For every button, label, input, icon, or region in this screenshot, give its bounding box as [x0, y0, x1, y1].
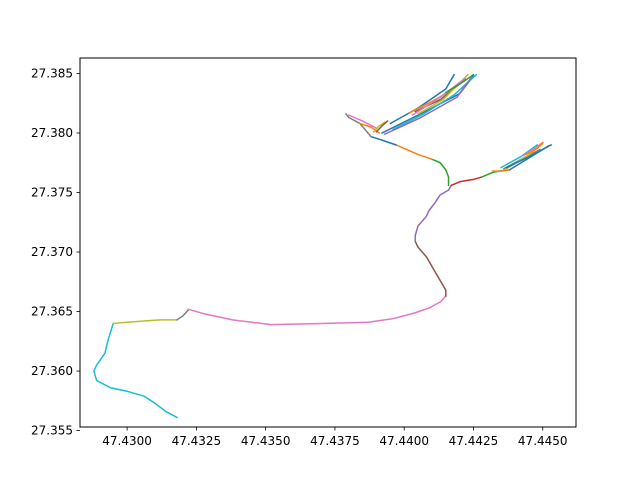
series-layer — [93, 73, 553, 419]
y-tick-label-5: 27.375 — [31, 186, 73, 200]
series-line-2 — [112, 319, 178, 325]
series-line-17 — [389, 73, 456, 125]
series-line-31 — [525, 141, 544, 156]
y-tick-label-2: 27.360 — [31, 364, 73, 378]
series-line-26 — [492, 169, 511, 172]
y-tick-label-4: 27.370 — [31, 245, 73, 259]
series-line-14 — [372, 121, 386, 133]
plot-frame — [79, 57, 577, 428]
x-tick-label-7: 47.4450 — [518, 434, 568, 448]
y-tick-label-6: 27.380 — [31, 126, 73, 140]
series-line-11 — [344, 112, 373, 138]
series-line-8 — [430, 158, 450, 187]
series-line-4 — [187, 295, 447, 326]
plot-area — [80, 58, 576, 427]
series-line-12 — [347, 114, 378, 130]
series-line-23 — [411, 77, 467, 117]
y-axis: 27.355 27.360 27.365 27.370 27.375 27.380 27.3… — [31, 66, 80, 438]
y-tick-label-1: 27.355 — [31, 424, 73, 438]
x-tick-label-1: 47.4300 — [102, 434, 152, 448]
x-axis: 47.4300 47.4325 47.4350 47.4375 47.4400 47.44… — [102, 427, 568, 448]
x-tick-label-4: 47.4375 — [310, 434, 360, 448]
series-line-24 — [444, 73, 475, 94]
x-tick-label-3: 47.4350 — [241, 434, 291, 448]
series-line-15 — [375, 120, 389, 133]
y-tick-label-7: 27.385 — [31, 66, 73, 80]
x-tick-label-5: 47.4400 — [379, 434, 429, 448]
series-line-7 — [450, 176, 483, 187]
series-line-5 — [414, 240, 447, 297]
series-line-1 — [93, 322, 178, 419]
series-line-19 — [383, 77, 472, 136]
series-line-3 — [175, 309, 190, 321]
series-line-9 — [394, 143, 433, 161]
series-line-33 — [505, 143, 553, 169]
series-line-10 — [370, 135, 397, 146]
x-tick-label-2: 47.4325 — [172, 434, 222, 448]
series-line-6 — [414, 184, 453, 243]
y-tick-label-3: 27.365 — [31, 305, 73, 319]
series-line-27 — [500, 143, 539, 169]
x-tick-label-6: 47.4425 — [449, 434, 499, 448]
